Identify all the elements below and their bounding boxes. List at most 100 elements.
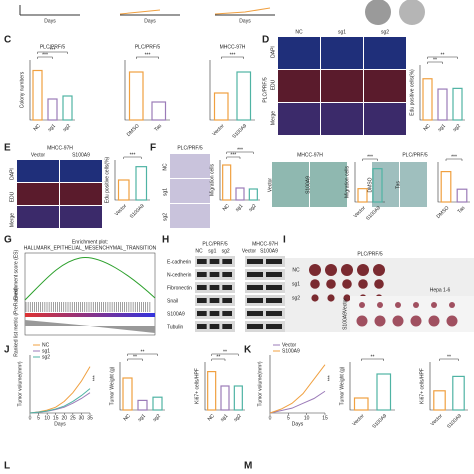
axis	[429, 362, 468, 411]
tumor	[357, 264, 369, 276]
panel-letter: H	[162, 235, 169, 246]
bar	[433, 390, 446, 411]
bracket	[211, 353, 239, 356]
x-tick-label: sg2	[62, 123, 72, 133]
label: sg1	[338, 29, 346, 35]
label: Days	[292, 421, 304, 427]
significance: ***	[451, 154, 457, 160]
label: Tumor Weight (g)	[339, 366, 345, 405]
label: NC	[195, 248, 203, 254]
bar	[376, 373, 392, 411]
rank-bar	[25, 313, 155, 317]
x-tick-label: sg1	[234, 203, 244, 213]
x-tick-label: 10	[44, 415, 50, 421]
label: sg2	[222, 248, 230, 254]
band	[197, 285, 207, 290]
axis	[419, 65, 465, 121]
bracket	[127, 353, 158, 356]
tumor	[327, 294, 335, 302]
image	[321, 70, 363, 102]
x-tick-label: Tas	[153, 123, 163, 133]
axis	[437, 162, 470, 203]
image	[60, 206, 102, 228]
image	[364, 103, 406, 135]
bar	[117, 179, 130, 201]
label: Edu positive cells(%)	[409, 69, 415, 116]
bracket	[427, 61, 443, 64]
label: Tas	[395, 181, 401, 189]
label: Enrichment plot:	[72, 239, 108, 245]
x-tick-label: sg2	[452, 123, 462, 133]
bar	[151, 101, 167, 121]
bar	[213, 92, 229, 121]
label: HALLMARK_EPITHELIAL_MESENCHYMAL_TRANSITI…	[24, 245, 157, 251]
image	[60, 183, 102, 205]
bar	[47, 98, 58, 121]
band	[222, 311, 232, 316]
x-tick-label: S100A9	[365, 205, 382, 222]
band	[247, 298, 263, 303]
image	[170, 204, 210, 228]
label: Tumor Weight (g)	[109, 366, 115, 405]
x-tick-label: sg1	[219, 413, 229, 423]
image	[321, 37, 363, 69]
panel-letter: C	[4, 35, 11, 46]
bracket	[37, 51, 68, 54]
axis	[204, 362, 245, 411]
x-tick-label: NC	[222, 203, 232, 213]
legend-label: S100A9	[282, 348, 300, 354]
image	[278, 37, 320, 69]
band	[266, 285, 282, 290]
legend-label: NC	[42, 342, 50, 348]
axis	[349, 362, 395, 411]
curve	[119, 9, 161, 15]
x-tick-label: Vector	[430, 413, 445, 428]
label: Tumor volume(mm³)	[257, 361, 263, 406]
x-tick-label: sg2	[233, 413, 243, 423]
label: PLC/PRF/5	[402, 152, 428, 158]
bracket	[361, 358, 384, 361]
label: PLC/PRF/5	[262, 77, 268, 103]
significance: ***	[42, 52, 48, 58]
label: MHCC-97H	[252, 241, 278, 247]
label: Migration cells	[344, 166, 350, 198]
photo	[350, 296, 474, 332]
axis-label: Days	[44, 18, 56, 24]
axis	[119, 362, 165, 411]
bracket	[211, 358, 226, 361]
image	[60, 160, 102, 182]
label: MHCC-97H	[220, 44, 246, 50]
bar	[135, 166, 148, 201]
band	[209, 272, 220, 277]
label: sg1	[162, 188, 168, 196]
bar	[220, 385, 230, 411]
bar	[248, 188, 258, 201]
x-tick-label: 5	[287, 415, 290, 421]
image	[310, 162, 347, 207]
bracket	[221, 56, 244, 59]
label: PLC/PRF/5	[177, 145, 203, 151]
bracket	[445, 158, 463, 161]
tumor	[410, 315, 422, 327]
label: Edu positive cells(%)	[104, 156, 110, 203]
label: Vector	[342, 298, 348, 313]
label: Vector	[267, 178, 273, 193]
significance: **	[223, 349, 227, 355]
axis	[269, 355, 325, 414]
axis	[219, 160, 260, 201]
x-tick-label: S100A9	[129, 203, 146, 220]
x-tick-label: NC	[422, 123, 432, 133]
x-tick-label: Tas	[457, 205, 467, 215]
band	[266, 311, 282, 316]
line	[29, 366, 91, 414]
bar	[233, 385, 243, 411]
band	[266, 324, 282, 329]
bar	[422, 78, 433, 121]
blot	[245, 269, 285, 280]
curve	[214, 7, 271, 15]
image	[170, 179, 210, 203]
band	[222, 324, 232, 329]
legend-label: Vector	[282, 342, 297, 348]
significance: ***	[230, 52, 236, 58]
